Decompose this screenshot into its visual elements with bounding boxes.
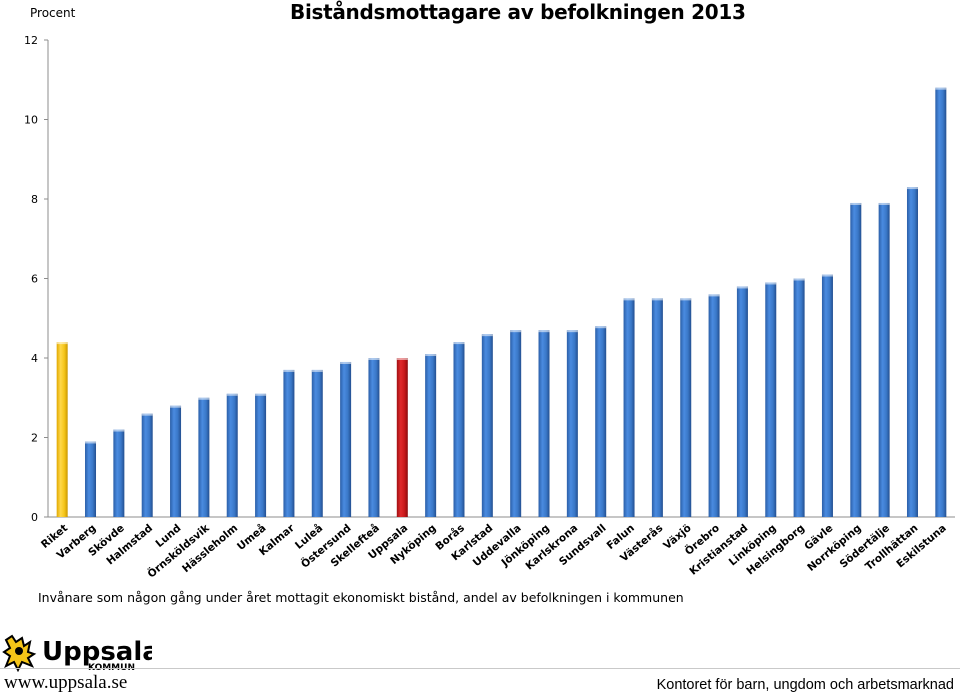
bar-10 bbox=[340, 361, 352, 517]
bar-cap-8 bbox=[283, 369, 295, 372]
y-tick-label: 4 bbox=[31, 352, 38, 365]
bar-22 bbox=[680, 298, 692, 517]
bar-8 bbox=[283, 369, 295, 517]
footer-url-link[interactable]: www.uppsala.se bbox=[4, 672, 128, 693]
bar-cap-10 bbox=[340, 361, 352, 364]
bar-14 bbox=[453, 342, 465, 517]
y-tick-label: 8 bbox=[31, 193, 38, 206]
bar-cap-31 bbox=[935, 87, 947, 90]
bar-6 bbox=[226, 393, 238, 517]
chart-bars bbox=[56, 87, 947, 517]
bar-3 bbox=[141, 413, 153, 517]
bar-20 bbox=[623, 298, 635, 517]
bar-19 bbox=[595, 326, 607, 517]
bar-cap-14 bbox=[453, 342, 465, 345]
bar-0 bbox=[56, 342, 68, 517]
bar-cap-20 bbox=[623, 298, 635, 301]
bar-cap-0 bbox=[56, 342, 68, 345]
bar-18 bbox=[566, 330, 578, 517]
bar-cap-3 bbox=[141, 413, 153, 416]
bar-cap-18 bbox=[566, 330, 578, 333]
bar-cap-6 bbox=[226, 393, 238, 396]
y-tick-label: 6 bbox=[31, 273, 38, 286]
chart-x-labels: RiketVarbergSkövdeHalmstadLundÖrnsköldsv… bbox=[39, 520, 949, 581]
bar-cap-5 bbox=[198, 397, 210, 400]
bar-4 bbox=[170, 405, 182, 517]
bar-15 bbox=[481, 334, 493, 517]
bar-30 bbox=[906, 187, 918, 517]
bar-cap-19 bbox=[595, 326, 607, 329]
bar-29 bbox=[878, 202, 890, 517]
bar-cap-11 bbox=[368, 358, 380, 360]
y-tick-label: 12 bbox=[24, 34, 38, 47]
bar-21 bbox=[651, 298, 663, 517]
bar-cap-1 bbox=[85, 441, 97, 444]
bar-chart: 0 2 4 6 8 10 12 RiketVarbergSkövdeHalmstadLund… bbox=[24, 34, 955, 581]
lion-icon: Uppsala KOMMUN bbox=[2, 634, 160, 673]
bar-16 bbox=[510, 330, 522, 517]
bar-cap-9 bbox=[311, 369, 323, 372]
bar-12 bbox=[396, 358, 408, 517]
bar-cap-30 bbox=[906, 187, 918, 190]
bar-cap-7 bbox=[255, 393, 267, 396]
bar-cap-15 bbox=[481, 334, 493, 337]
bar-cap-4 bbox=[170, 405, 182, 408]
bar-27 bbox=[821, 274, 833, 517]
bar-7 bbox=[255, 393, 267, 517]
bar-cap-22 bbox=[680, 298, 692, 301]
bar-cap-23 bbox=[708, 294, 720, 297]
y-tick-label: 2 bbox=[31, 432, 38, 445]
bar-26 bbox=[793, 278, 805, 517]
bar-cap-24 bbox=[736, 286, 748, 289]
bar-cap-2 bbox=[113, 429, 125, 432]
footer-office-name: Kontoret för barn, ungdom och arbetsmark… bbox=[656, 677, 954, 693]
logo-text: Uppsala bbox=[42, 637, 152, 667]
bar-17 bbox=[538, 330, 550, 517]
bar-cap-13 bbox=[425, 354, 437, 357]
uppsala-kommun-logo: Uppsala KOMMUN bbox=[2, 632, 160, 673]
bar-11 bbox=[368, 358, 380, 517]
bar-cap-12 bbox=[396, 358, 408, 360]
bar-9 bbox=[311, 369, 323, 517]
bar-1 bbox=[85, 441, 97, 517]
bar-cap-29 bbox=[878, 202, 890, 205]
y-tick-label: 10 bbox=[24, 114, 38, 127]
bar-23 bbox=[708, 294, 720, 517]
bar-28 bbox=[850, 202, 862, 517]
bar-25 bbox=[765, 282, 777, 517]
bar-cap-26 bbox=[793, 278, 805, 281]
bar-cap-17 bbox=[538, 330, 550, 333]
y-tick-label: 0 bbox=[31, 511, 38, 524]
bar-cap-27 bbox=[821, 274, 833, 277]
bar-2 bbox=[113, 429, 125, 517]
footer-divider bbox=[0, 668, 960, 669]
bar-13 bbox=[425, 354, 437, 517]
chart-caption: Invånare som någon gång under året motta… bbox=[38, 590, 684, 605]
bar-24 bbox=[736, 286, 748, 517]
bar-cap-16 bbox=[510, 330, 522, 333]
bar-5 bbox=[198, 397, 210, 517]
chart-title: Biståndsmottagare av befolkningen 2013 bbox=[290, 0, 746, 24]
y-axis-unit-label: Procent bbox=[30, 6, 76, 20]
bar-cap-28 bbox=[850, 202, 862, 205]
bar-31 bbox=[935, 87, 947, 517]
bar-cap-21 bbox=[651, 298, 663, 301]
bar-cap-25 bbox=[765, 282, 777, 285]
